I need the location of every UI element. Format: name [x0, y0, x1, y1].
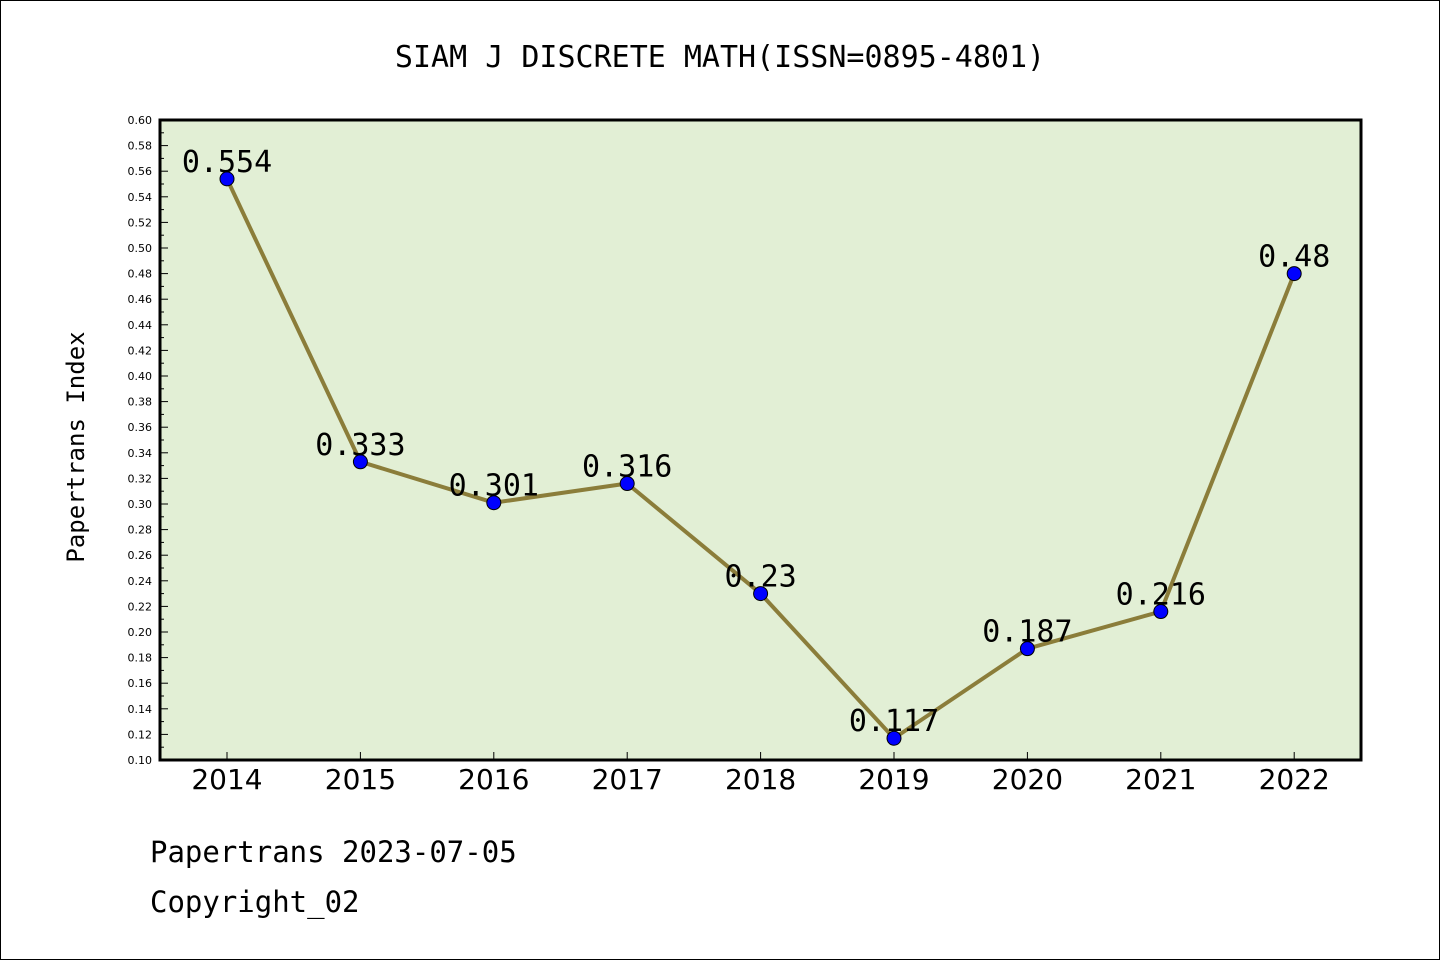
x-tick-label: 2018 [725, 763, 796, 796]
y-axis-ticks: 0.10 0.12 0.14 0.16 0.18 0.20 0.22 0.24 0.26 0.28… [128, 114, 168, 767]
y-tick-label: 0.58 [128, 140, 153, 153]
y-tick-label: 0.16 [128, 677, 153, 690]
data-point-label: 0.333 [315, 428, 405, 463]
data-point-marker [619, 476, 635, 492]
footer-copyright: Copyright_02 [150, 885, 360, 919]
y-tick-label: 0.18 [128, 652, 153, 665]
y-tick-label: 0.40 [128, 370, 153, 383]
y-tick-label: 0.48 [128, 268, 153, 281]
y-tick-label: 0.56 [128, 165, 153, 178]
x-axis-ticks: 2014 2015 2016 2017 2018 2019 2020 2021 2022 [191, 752, 1330, 796]
y-axis-label: Papertrans Index [62, 331, 90, 562]
y-tick-label: 0.12 [128, 728, 153, 741]
data-labels: 0.554 0.333 0.301 0.316 0.23 0.117 0.187 0.216 0… [182, 145, 1330, 739]
y-tick-label: 0.22 [128, 600, 153, 613]
y-tick-label: 0.24 [128, 575, 153, 588]
data-point-label: 0.301 [449, 469, 539, 504]
data-point-marker [886, 730, 902, 746]
data-point-marker [1286, 266, 1302, 282]
data-markers [219, 171, 1302, 746]
data-point-label: 0.117 [849, 704, 939, 739]
data-point-label: 0.554 [182, 145, 272, 180]
data-point-label: 0.316 [582, 450, 672, 485]
y-tick-label: 0.52 [128, 216, 153, 229]
x-tick-label: 2015 [325, 763, 396, 796]
data-point-marker [753, 586, 769, 602]
x-tick-label: 2022 [1259, 763, 1330, 796]
y-tick-label: 0.10 [128, 754, 153, 767]
data-point-marker [486, 495, 502, 511]
data-point-marker [1019, 641, 1035, 657]
y-tick-label: 0.30 [128, 498, 153, 511]
x-tick-label: 2016 [458, 763, 529, 796]
y-tick-label: 0.26 [128, 549, 153, 562]
y-tick-label: 0.34 [128, 447, 153, 460]
y-tick-label: 0.50 [128, 242, 153, 255]
y-tick-label: 0.20 [128, 626, 153, 639]
data-point-marker [219, 171, 235, 187]
y-tick-label: 0.14 [128, 703, 153, 716]
y-tick-label: 0.44 [128, 319, 153, 332]
y-tick-label: 0.46 [128, 293, 153, 306]
y-tick-label: 0.38 [128, 396, 153, 409]
y-tick-label: 0.36 [128, 421, 153, 434]
data-point-label: 0.187 [982, 615, 1072, 650]
y-tick-label: 0.32 [128, 472, 153, 485]
y-tick-label: 0.54 [128, 191, 153, 204]
data-point-label: 0.48 [1258, 240, 1330, 275]
data-point-label: 0.216 [1116, 578, 1206, 613]
plot-area [160, 120, 1361, 760]
x-tick-label: 2019 [858, 763, 929, 796]
x-tick-label: 2014 [191, 763, 262, 796]
chart-title: SIAM J DISCRETE MATH(ISSN=0895-4801) [395, 40, 1045, 75]
data-point-marker [1153, 604, 1169, 620]
x-tick-label: 2017 [592, 763, 663, 796]
footer-date: Papertrans 2023-07-05 [150, 835, 517, 869]
y-tick-label: 0.42 [128, 344, 153, 357]
x-tick-label: 2020 [992, 763, 1063, 796]
x-tick-label: 2021 [1125, 763, 1196, 796]
data-point-marker [352, 454, 368, 470]
plot-border [158, 118, 1363, 762]
y-tick-label: 0.28 [128, 524, 153, 537]
y-tick-label: 0.60 [128, 114, 153, 127]
data-point-label: 0.23 [724, 560, 796, 595]
